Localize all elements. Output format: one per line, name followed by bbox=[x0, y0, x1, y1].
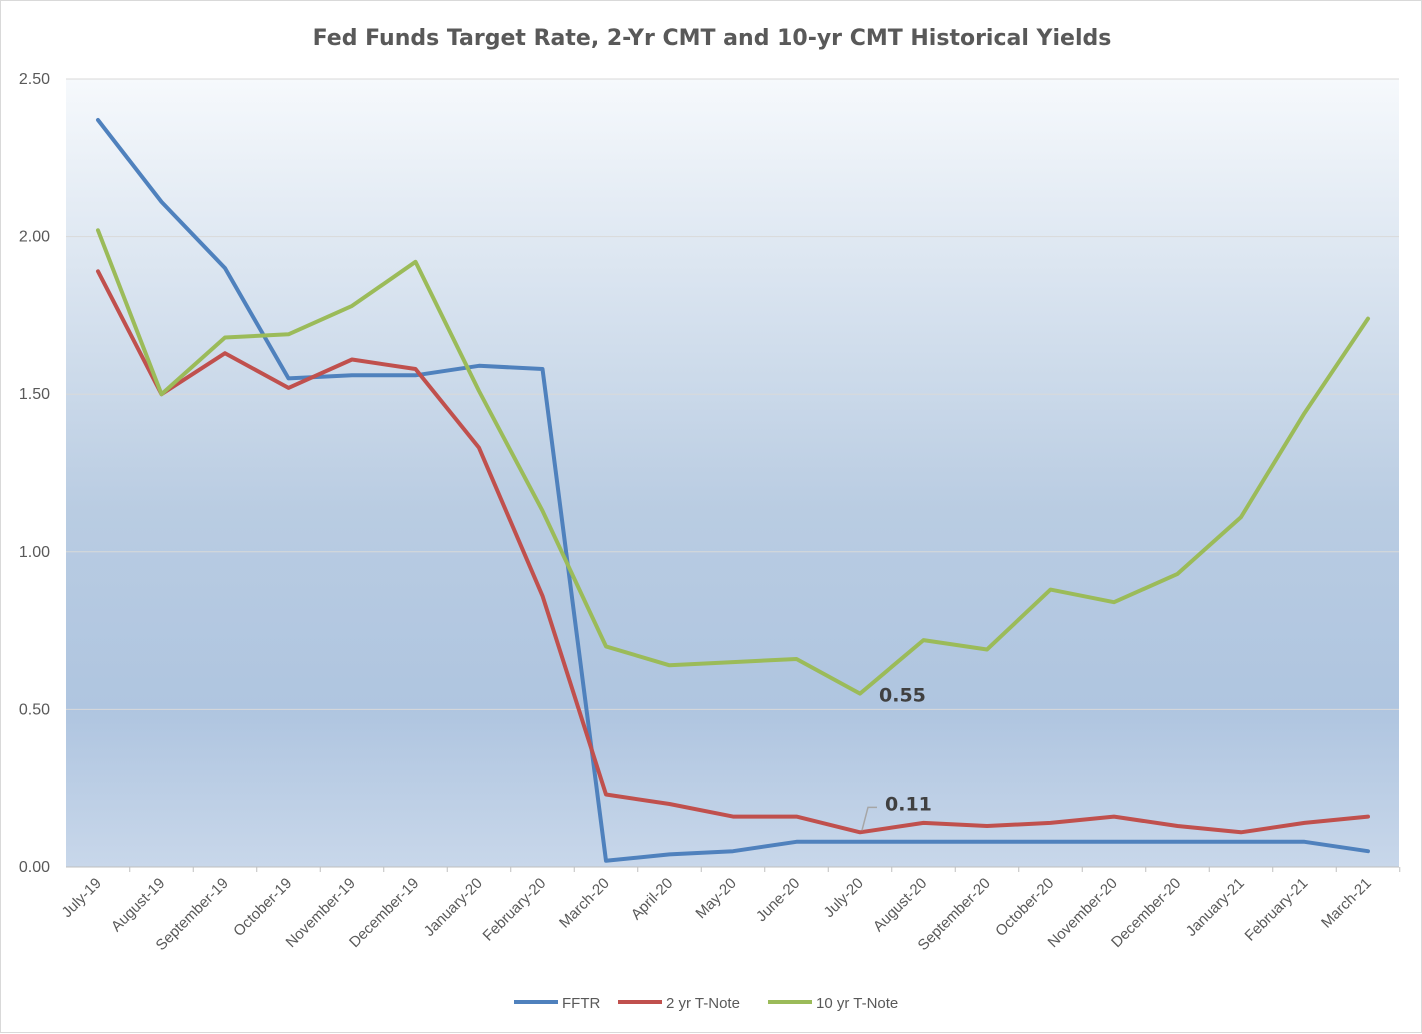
x-axis-ticks: July-19 August-19September-19October-19No… bbox=[59, 867, 1401, 954]
x-tick-label: May-20 bbox=[692, 875, 739, 922]
series-line-10-yr-t-note bbox=[96, 228, 1370, 696]
x-tick-label: July-20 bbox=[821, 875, 867, 921]
data-label: 0.11 bbox=[885, 793, 932, 815]
series-lines bbox=[96, 118, 1370, 863]
chart-title: Fed Funds Target Rate, 2-Yr CMT and 10-y… bbox=[313, 26, 1112, 51]
data-labels: 0.55 0.11 bbox=[861, 685, 932, 831]
legend-label: FFTR bbox=[562, 995, 600, 1012]
x-tick-label: February-20 bbox=[480, 875, 550, 945]
x-tick-label: October-20 bbox=[992, 875, 1057, 940]
x-tick-label: July-19 bbox=[59, 875, 105, 921]
x-tick-label: March-21 bbox=[1318, 875, 1375, 932]
plot-area bbox=[66, 79, 1399, 867]
legend-label: 2 yr T-Note bbox=[666, 995, 740, 1012]
x-tick-label: March-20 bbox=[556, 875, 613, 932]
x-tick-label: February-21 bbox=[1242, 875, 1312, 945]
x-tick-label: August-20 bbox=[870, 875, 930, 935]
data-label: 0.55 bbox=[879, 685, 926, 707]
y-axis-ticks: 0.00 0.50 1.00 1.50 2.00 2.50 bbox=[19, 71, 50, 876]
y-tick-label: 0.00 bbox=[19, 859, 50, 876]
series-line-2-yr-t-note bbox=[96, 269, 1370, 835]
data-label-leader bbox=[861, 806, 877, 831]
y-tick-label: 1.00 bbox=[19, 544, 50, 561]
y-tick-label: 2.00 bbox=[19, 229, 50, 246]
y-tick-label: 2.50 bbox=[19, 71, 50, 88]
y-tick-label: 0.50 bbox=[19, 701, 50, 718]
x-tick-label: August-19 bbox=[108, 875, 168, 935]
x-tick-label: January-21 bbox=[1183, 875, 1248, 940]
x-tick-label: January-20 bbox=[421, 875, 486, 940]
legend: FFTR 2 yr T-Note 10 yr T-Note bbox=[514, 995, 898, 1012]
y-tick-label: 1.50 bbox=[19, 386, 50, 403]
legend-label: 10 yr T-Note bbox=[816, 995, 898, 1012]
gridlines bbox=[66, 78, 1399, 868]
x-tick-label: October-19 bbox=[230, 875, 295, 940]
x-tick-label: June-20 bbox=[753, 875, 803, 925]
x-tick-label: April-20 bbox=[628, 875, 677, 924]
